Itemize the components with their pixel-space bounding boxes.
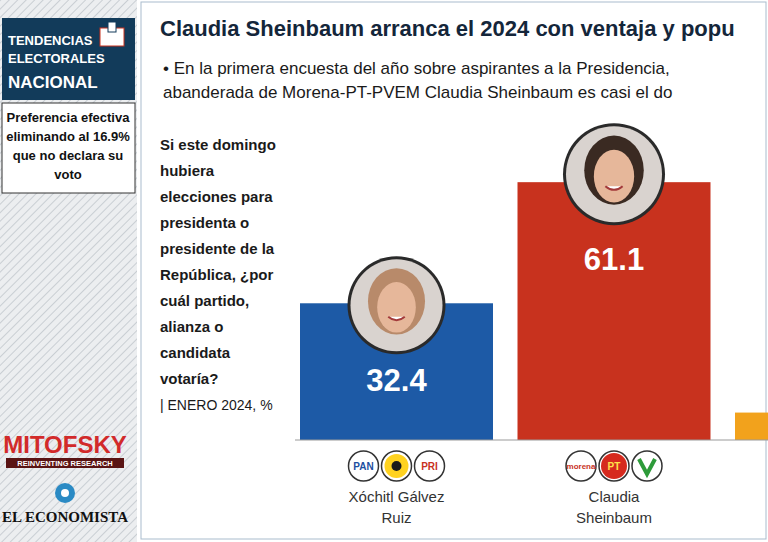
party-logo-fill	[392, 461, 402, 471]
publisher-icon	[55, 483, 75, 503]
ballot-icon	[108, 22, 116, 32]
tagline-bar	[6, 458, 124, 468]
candidate-photo	[563, 123, 665, 225]
party-logo-text: morena	[567, 462, 596, 471]
party-logo-fill	[639, 459, 655, 474]
sidebar-bg	[0, 0, 137, 542]
subtitle: • En la primera encuesta del año sobre a…	[163, 59, 670, 78]
pollster-logo: MITOFSKY	[3, 431, 127, 458]
party-logo-text: PRI	[421, 461, 438, 472]
note-box	[2, 103, 135, 193]
candidate-photo	[348, 256, 446, 354]
subtitle: abanderada de Morena-PT-PVEM Claudia She…	[163, 83, 672, 102]
bars	[300, 182, 768, 440]
note-text: Preferencia efectivaeliminando al 16.9%q…	[6, 110, 130, 182]
category-label: ClaudiaSheinbaum	[576, 488, 652, 526]
data-label: 32.4	[366, 363, 427, 398]
party-logo	[566, 451, 596, 481]
baseline	[295, 440, 768, 441]
party-logo	[349, 451, 379, 481]
publisher-icon	[61, 489, 69, 497]
party-logo	[382, 451, 412, 481]
header-line: TENDENCIAS	[8, 33, 93, 48]
party-logo	[599, 451, 629, 481]
data-label: 61.1	[584, 242, 644, 277]
party-logo-fill	[385, 454, 409, 478]
header-box	[2, 18, 135, 100]
question: Si este domingohubieraelecciones parapre…	[160, 136, 276, 387]
title: Claudia Sheinbaum arranca el 2024 con ve…	[160, 16, 735, 41]
bar	[735, 413, 768, 440]
category-label: Xóchitl GálvezRuiz	[349, 488, 445, 526]
party-logo-fill	[601, 453, 627, 479]
figure: TENDENCIAS ELECTORALES NACIONAL Preferencia…	[0, 0, 768, 542]
party-logo-text: PT	[608, 461, 621, 472]
content-frame	[141, 2, 766, 539]
header-line: NACIONAL	[8, 73, 98, 92]
party-logo-text: PAN	[353, 461, 373, 472]
publisher-logo: EL ECONOMISTA	[2, 509, 128, 525]
party-logo	[415, 451, 445, 481]
header-line: ELECTORALES	[8, 51, 105, 66]
period: | ENERO 2024, %	[160, 397, 273, 413]
party-logo	[632, 451, 662, 481]
pollster-tagline: REINVENTING RESEARCH	[17, 459, 112, 468]
